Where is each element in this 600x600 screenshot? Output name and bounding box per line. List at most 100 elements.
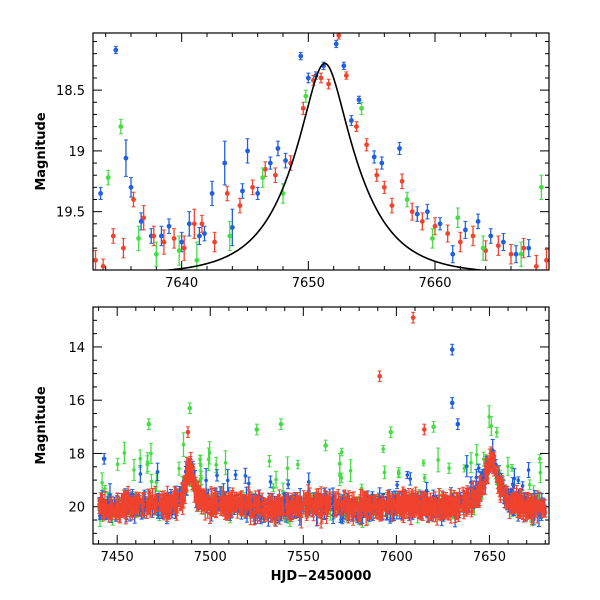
top-green-point bbox=[303, 89, 309, 103]
top-green-point bbox=[105, 169, 111, 186]
top-blue-point bbox=[267, 156, 273, 170]
top-blue-point bbox=[501, 233, 506, 252]
top-red-point bbox=[300, 101, 306, 115]
bottom-red-point bbox=[388, 494, 393, 507]
bottom-outlier-point bbox=[187, 402, 193, 415]
bottom-red-point bbox=[477, 484, 482, 508]
bottom-blue-point bbox=[408, 472, 413, 486]
bottom-y-tick-label: 16 bbox=[68, 394, 85, 409]
top-frame bbox=[92, 32, 550, 271]
bottom-red-point bbox=[277, 499, 282, 525]
top-blue-point bbox=[305, 72, 311, 84]
top-red-point bbox=[354, 121, 359, 132]
bottom-outlier-point bbox=[410, 311, 416, 324]
bottom-green-point bbox=[396, 469, 401, 479]
bottom-green-point bbox=[145, 452, 150, 473]
top-red-point bbox=[237, 197, 243, 214]
bottom-outlier-point bbox=[278, 418, 284, 430]
bottom-red-point bbox=[525, 491, 530, 517]
bottom-red-point bbox=[214, 493, 219, 519]
bottom-blue-point bbox=[516, 476, 521, 485]
top-blue-point bbox=[197, 226, 202, 245]
top-y-tick-label: 19.5 bbox=[56, 206, 85, 221]
bottom-red-point bbox=[262, 501, 267, 522]
bottom-outlier-point bbox=[146, 418, 152, 430]
bottom-red-point bbox=[221, 490, 226, 515]
top-green-point bbox=[518, 241, 524, 267]
bottom-red-point bbox=[247, 490, 252, 505]
top-model-curve bbox=[160, 62, 490, 270]
bottom-red-point bbox=[494, 476, 499, 484]
top-blue-point bbox=[229, 208, 235, 247]
top-blue-point bbox=[245, 138, 250, 164]
top-red-point bbox=[191, 208, 197, 239]
top-red-point bbox=[457, 231, 463, 253]
bottom-red-point bbox=[467, 500, 472, 514]
top-blue-point bbox=[275, 140, 281, 157]
bottom-red-point bbox=[531, 496, 536, 512]
top-blue-point bbox=[379, 156, 385, 170]
bottom-green-point bbox=[538, 462, 543, 484]
top-red-point bbox=[495, 235, 501, 256]
top-red-point bbox=[318, 72, 324, 84]
top-blue-point bbox=[166, 218, 172, 235]
top-x-tick-label: 7650 bbox=[292, 276, 325, 291]
bottom-green-point bbox=[494, 427, 499, 438]
top-green-point bbox=[455, 207, 461, 228]
top-green-point bbox=[176, 235, 182, 266]
top-red-point bbox=[100, 258, 106, 270]
top-blue-point bbox=[425, 203, 430, 220]
bottom-green-point bbox=[339, 447, 344, 457]
top-blue-point bbox=[450, 245, 456, 264]
top-green-point bbox=[260, 167, 266, 188]
bottom-red-point bbox=[230, 487, 235, 505]
bottom-outlier-point bbox=[449, 397, 455, 409]
bottom-y-axis-label: Magnitude bbox=[34, 386, 49, 465]
bottom-outlier-point bbox=[421, 423, 427, 436]
bottom-red-point bbox=[175, 491, 180, 499]
bottom-outlier-point bbox=[455, 418, 461, 430]
bottom-red-point bbox=[318, 495, 323, 509]
bottom-red-point bbox=[138, 497, 143, 505]
bottom-outlier-point bbox=[388, 426, 394, 438]
top-green-point bbox=[227, 220, 233, 252]
bottom-red-point bbox=[171, 493, 176, 507]
bottom-x-tick-label: 7450 bbox=[101, 550, 134, 565]
top-red-point bbox=[399, 173, 405, 190]
bottom-x-axis-label: HJD−2450000 bbox=[271, 569, 372, 584]
bottom-y-tick-label: 20 bbox=[68, 501, 85, 516]
top-red-point bbox=[445, 224, 451, 243]
bottom-red-point bbox=[492, 464, 497, 477]
bottom-green-point bbox=[505, 456, 510, 476]
top-red-point bbox=[432, 217, 438, 236]
top-red-point bbox=[171, 228, 177, 249]
bottom-outlier-point bbox=[377, 370, 382, 383]
bottom-red-point bbox=[332, 493, 337, 517]
bottom-red-point bbox=[269, 504, 274, 523]
bottom-red-point bbox=[366, 503, 371, 512]
bottom-x-tick-label: 7650 bbox=[473, 550, 506, 565]
bottom-green-point bbox=[149, 473, 154, 490]
bottom-red-point bbox=[469, 496, 474, 513]
top-red-point bbox=[508, 243, 514, 265]
bottom-red-point bbox=[209, 486, 214, 511]
top-red-point bbox=[544, 248, 549, 270]
bottom-red-point bbox=[259, 507, 264, 516]
top-y-tick-label: 19 bbox=[68, 145, 85, 160]
bottom-red-point bbox=[453, 509, 458, 517]
top-blue-point bbox=[186, 211, 192, 237]
bottom-red-point bbox=[436, 487, 441, 513]
bottom-red-point bbox=[97, 500, 102, 515]
bottom-red-point bbox=[248, 505, 253, 526]
bottom-blue-point bbox=[225, 468, 230, 492]
bottom-data-layer bbox=[97, 311, 548, 529]
bottom-red-point bbox=[218, 497, 223, 510]
top-red-point bbox=[121, 237, 126, 259]
top-x-tick-label: 7640 bbox=[165, 276, 198, 291]
bottom-green-point bbox=[474, 443, 479, 466]
bottom-red-point bbox=[154, 497, 159, 513]
bottom-blue-point bbox=[520, 481, 525, 491]
bottom-red-point bbox=[292, 499, 297, 516]
bottom-blue-point bbox=[243, 467, 248, 484]
bottom-red-point bbox=[272, 500, 277, 515]
